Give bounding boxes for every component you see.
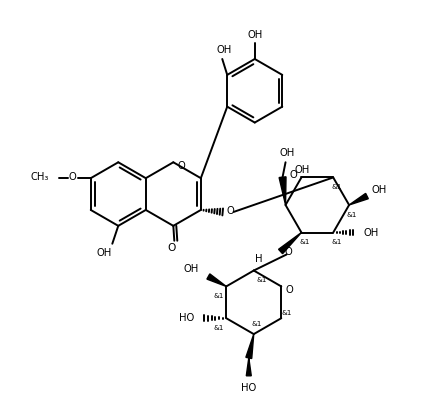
Polygon shape <box>207 274 226 286</box>
Text: OH: OH <box>183 264 198 273</box>
Text: &1: &1 <box>331 184 341 190</box>
Text: OH: OH <box>280 148 295 158</box>
Text: OH: OH <box>371 185 386 195</box>
Text: &1: &1 <box>213 325 223 331</box>
Text: O: O <box>69 172 77 182</box>
Text: CH₃: CH₃ <box>31 172 49 182</box>
Text: O: O <box>290 171 297 181</box>
Text: OH: OH <box>217 45 232 55</box>
Polygon shape <box>246 358 251 376</box>
Text: O: O <box>285 286 293 295</box>
Text: HO: HO <box>179 313 194 323</box>
Text: &1: &1 <box>251 321 262 327</box>
Text: OH: OH <box>295 165 310 175</box>
Polygon shape <box>279 232 301 254</box>
Text: O: O <box>167 243 176 253</box>
Text: &1: &1 <box>347 212 357 218</box>
Text: &1: &1 <box>257 277 267 284</box>
Polygon shape <box>349 193 368 205</box>
Text: OH: OH <box>247 30 262 40</box>
Text: HO: HO <box>241 383 256 393</box>
Text: H: H <box>255 254 262 264</box>
Text: &1: &1 <box>281 310 291 316</box>
Polygon shape <box>279 177 286 205</box>
Text: OH: OH <box>363 228 378 237</box>
Text: &1: &1 <box>299 239 310 245</box>
Text: &1: &1 <box>213 293 223 299</box>
Text: &1: &1 <box>331 239 341 245</box>
Text: OH: OH <box>97 247 112 258</box>
Text: O: O <box>227 206 234 216</box>
Polygon shape <box>246 334 254 358</box>
Text: O: O <box>177 161 185 171</box>
Text: O: O <box>285 247 293 256</box>
